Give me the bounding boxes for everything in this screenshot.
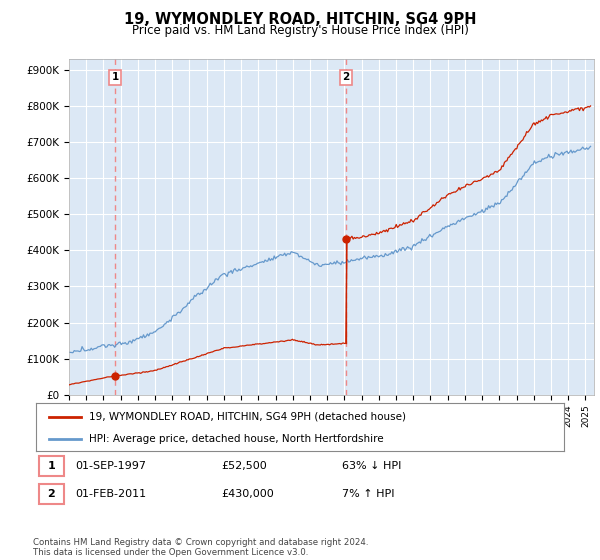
Text: £430,000: £430,000 [221,489,274,499]
Text: 63% ↓ HPI: 63% ↓ HPI [342,461,401,472]
Text: 01-SEP-1997: 01-SEP-1997 [76,461,146,472]
Text: 1: 1 [47,461,55,472]
Text: 19, WYMONDLEY ROAD, HITCHIN, SG4 9PH (detached house): 19, WYMONDLEY ROAD, HITCHIN, SG4 9PH (de… [89,412,406,422]
FancyBboxPatch shape [38,456,64,477]
Text: 1: 1 [112,72,119,82]
Text: £52,500: £52,500 [221,461,266,472]
Text: 2: 2 [342,72,349,82]
Text: 19, WYMONDLEY ROAD, HITCHIN, SG4 9PH: 19, WYMONDLEY ROAD, HITCHIN, SG4 9PH [124,12,476,27]
Text: Contains HM Land Registry data © Crown copyright and database right 2024.
This d: Contains HM Land Registry data © Crown c… [33,538,368,557]
Text: 01-FEB-2011: 01-FEB-2011 [76,489,147,499]
Text: 2: 2 [47,489,55,499]
Text: HPI: Average price, detached house, North Hertfordshire: HPI: Average price, detached house, Nort… [89,434,383,444]
FancyBboxPatch shape [38,484,64,504]
Text: Price paid vs. HM Land Registry's House Price Index (HPI): Price paid vs. HM Land Registry's House … [131,24,469,37]
Text: 7% ↑ HPI: 7% ↑ HPI [342,489,395,499]
